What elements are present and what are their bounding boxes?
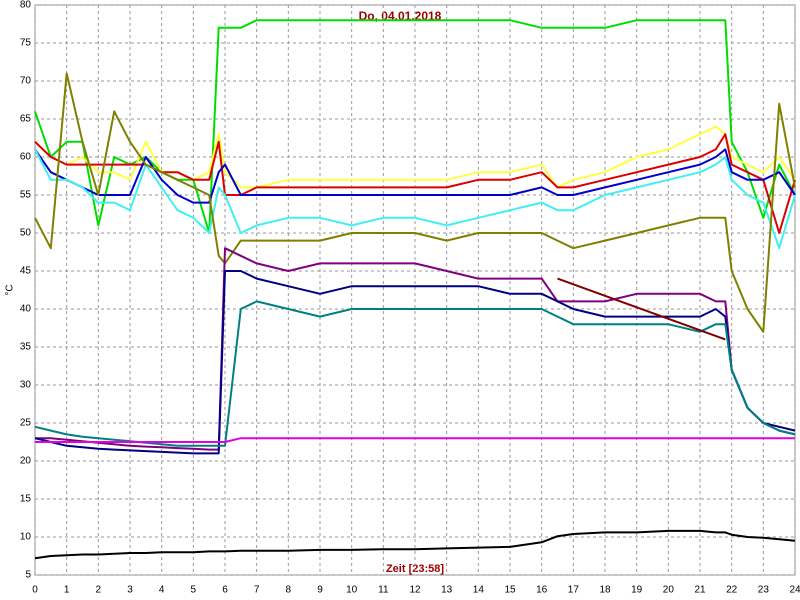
y-tick-label: 50	[20, 228, 32, 239]
x-tick-label: 11	[378, 585, 389, 596]
x-tick-label: 22	[726, 585, 738, 596]
x-tick-label: 24	[789, 585, 800, 596]
data-line	[34, 148, 796, 204]
x-tick-label: 14	[473, 585, 485, 596]
y-tick-label: 80	[20, 0, 32, 11]
y-tick-label: 20	[20, 456, 32, 467]
y-tick-label: 10	[20, 532, 32, 543]
x-tick-label: 16	[536, 585, 548, 596]
y-tick-label: 15	[20, 494, 32, 505]
data-line	[557, 277, 726, 341]
x-tick-label: 19	[631, 585, 643, 596]
x-tick-label: 23	[758, 585, 770, 596]
x-tick-label: 12	[409, 585, 421, 596]
x-tick-label: 0	[32, 585, 38, 596]
x-tick-label: 8	[286, 585, 292, 596]
y-tick-label: 65	[20, 114, 32, 125]
x-tick-label: 21	[694, 585, 706, 596]
x-tick-label: 4	[159, 585, 165, 596]
y-tick-label: 35	[20, 342, 32, 353]
data-line	[34, 72, 796, 333]
x-tick-label: 2	[96, 585, 102, 596]
y-tick-label: 40	[20, 304, 32, 315]
y-tick-label: 70	[20, 76, 32, 87]
x-tick-label: 10	[346, 585, 358, 596]
data-line	[34, 270, 796, 455]
data-line	[34, 133, 796, 234]
data-line	[34, 125, 796, 189]
x-axis-label: Zeit [23:58]	[386, 563, 444, 575]
y-axis-label: °C	[5, 284, 16, 295]
data-line	[35, 247, 796, 451]
x-tick-label: 13	[441, 585, 453, 596]
x-tick-label: 7	[254, 585, 260, 596]
data-line	[34, 529, 796, 560]
x-tick-label: 18	[599, 585, 611, 596]
y-tick-label: 30	[20, 380, 32, 391]
x-tick-label: 3	[127, 585, 133, 596]
data-line	[35, 437, 795, 443]
x-tick-label: 9	[317, 585, 323, 596]
x-tick-label: 1	[64, 585, 70, 596]
x-tick-label: 15	[504, 585, 516, 596]
y-tick-label: 55	[20, 190, 32, 201]
y-tick-label: 25	[20, 418, 32, 429]
x-tick-label: 5	[191, 585, 197, 596]
y-tick-label: 45	[20, 266, 32, 277]
x-tick-label: 17	[568, 585, 580, 596]
x-tick-label: 6	[222, 585, 228, 596]
x-tick-label: 20	[663, 585, 675, 596]
data-line	[34, 19, 796, 234]
y-tick-label: 60	[20, 152, 32, 163]
y-tick-label: 5	[25, 570, 31, 581]
data-line	[34, 148, 796, 250]
y-tick-label: 75	[20, 38, 32, 49]
